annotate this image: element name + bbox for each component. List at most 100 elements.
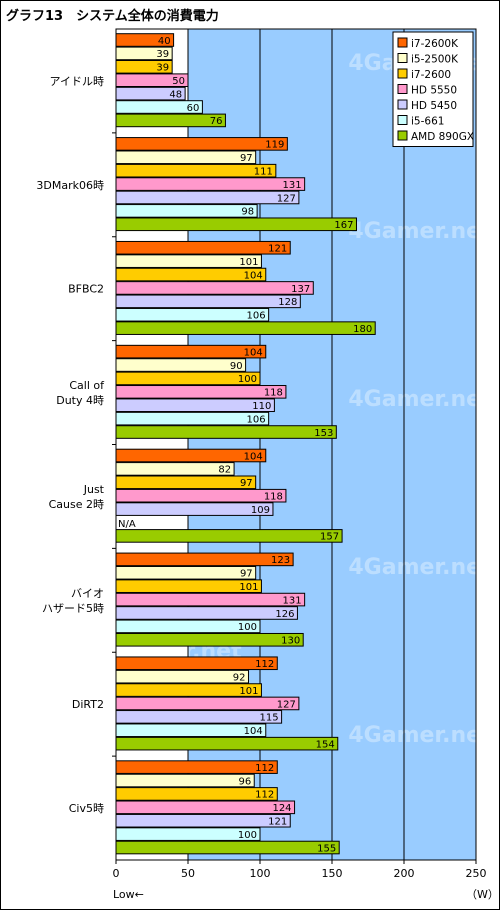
bar	[115, 73, 189, 88]
bar-value-label: 109	[251, 505, 270, 516]
bar-value-label: 112	[255, 790, 274, 801]
bar	[115, 723, 267, 738]
bar-value-label: 97	[240, 153, 253, 164]
legend-swatch	[397, 84, 408, 94]
bar-value-label: 60	[187, 103, 200, 114]
bar-value-label: 131	[283, 595, 302, 606]
bar-value-label: 106	[247, 414, 266, 425]
bar	[115, 552, 294, 567]
bar	[115, 281, 314, 295]
legend-swatch	[397, 99, 408, 110]
bar-value-label: 39	[156, 63, 169, 74]
legend-label: i5-2500K	[411, 54, 459, 66]
bar	[115, 669, 249, 684]
category-label: Duty 4時	[56, 394, 104, 407]
bar-value-label: 131	[283, 180, 302, 191]
bar	[115, 150, 257, 165]
bar-value-label: 123	[271, 555, 290, 566]
bar-value-label: 104	[244, 726, 263, 737]
bar-value-label: 82	[218, 465, 231, 476]
missing-label: N/A	[118, 519, 136, 530]
x-tick-label: 100	[250, 867, 271, 880]
bar	[115, 321, 376, 335]
watermark-text: 4Gamer.net	[348, 219, 492, 244]
bar-value-label: 121	[268, 244, 287, 255]
legend-swatch	[397, 68, 408, 79]
x-tick-label: 150	[322, 867, 343, 880]
bar	[115, 344, 267, 359]
bar	[115, 113, 226, 128]
bar	[115, 710, 283, 724]
bar	[115, 736, 339, 751]
category-label: ハザード5時	[42, 602, 104, 615]
bar-value-label: 101	[239, 686, 258, 697]
bar-value-label: 104	[244, 270, 263, 281]
bar-value-label: 155	[317, 843, 336, 854]
bar	[115, 294, 301, 309]
bar-value-label: 119	[265, 140, 284, 151]
bar	[115, 502, 274, 516]
bar-value-label: 115	[260, 713, 279, 724]
bar	[115, 217, 357, 232]
bar	[115, 462, 235, 476]
bar-value-label: 157	[320, 532, 339, 543]
bars-group: 4039395048607611997111131127981671211011…	[115, 33, 376, 855]
category-label: BFBC2	[68, 283, 104, 296]
bar	[115, 137, 288, 151]
bar	[115, 398, 275, 413]
bar	[115, 385, 287, 399]
bar	[115, 840, 340, 855]
bar-value-label: 130	[281, 636, 300, 647]
x-tick-label: 0	[113, 867, 120, 880]
category-label: バイオ	[71, 587, 104, 600]
x-tick-label: 250	[466, 867, 487, 880]
bar-value-label: 100	[238, 622, 257, 633]
bar-value-label: 50	[172, 76, 185, 87]
bar-value-label: 101	[239, 582, 258, 593]
bar	[115, 425, 337, 439]
bar	[115, 606, 298, 620]
legend-label: i5-661	[411, 116, 444, 128]
legend-label: i7-2600	[411, 69, 451, 81]
legend-swatch	[397, 37, 408, 48]
x-axis-unit: （W）	[466, 888, 499, 901]
bar-value-label: 40	[158, 36, 171, 47]
bar-value-label: 97	[240, 478, 253, 489]
bar	[115, 488, 287, 503]
bar-value-label: 124	[272, 803, 291, 814]
bar	[115, 163, 277, 178]
legend-label: AMD 890GX	[411, 131, 474, 143]
bar-value-label: 96	[239, 776, 252, 787]
bar-value-label: 100	[238, 374, 257, 385]
bar	[115, 565, 257, 580]
bar	[115, 529, 343, 543]
bar-value-label: 154	[316, 739, 335, 750]
bar	[115, 60, 173, 74]
bar-value-label: 104	[244, 347, 263, 358]
bar	[115, 619, 261, 634]
bar-value-label: 97	[240, 569, 253, 580]
bar	[115, 683, 262, 697]
legend-swatch	[397, 130, 408, 141]
bar	[115, 190, 300, 205]
bar	[115, 579, 262, 593]
bar-value-label: 121	[268, 817, 287, 828]
bar	[115, 307, 270, 322]
bar-value-label: 76	[210, 116, 223, 127]
bar-value-label: 127	[277, 193, 296, 204]
bar	[115, 100, 203, 114]
bar	[115, 813, 291, 828]
category-label: DiRT2	[72, 698, 104, 711]
legend-swatch	[397, 53, 408, 63]
bar-value-label: 90	[230, 361, 243, 372]
bar-value-label: 118	[264, 388, 283, 399]
category-label: 3DMark06時	[36, 179, 104, 192]
bar	[115, 592, 306, 607]
bar	[115, 46, 173, 61]
category-label: Just	[83, 483, 105, 496]
bar-value-label: 126	[275, 609, 294, 620]
bar-value-label: 112	[255, 659, 274, 670]
watermark-text: 4Gamer.net	[348, 387, 492, 412]
legend: i7-2600K i5-2500K i7-2600 HD 5550 HD 5450 i5-…	[392, 31, 474, 147]
